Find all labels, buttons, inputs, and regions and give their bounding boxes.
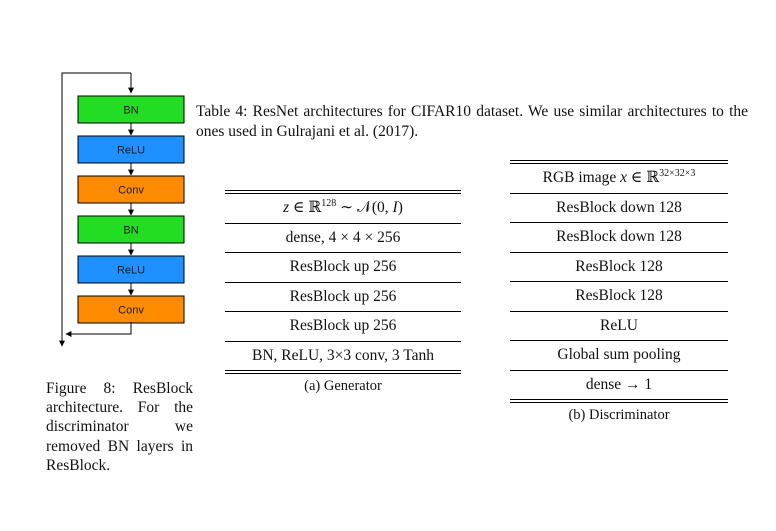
discriminator-caption: (b) Discriminator	[568, 407, 670, 423]
header-rule	[225, 222, 461, 224]
generator-table: z ∈ ℝ128 ∼ 𝒩(0, I) dense, 4 × 4 × 256 Res…	[225, 190, 461, 395]
discriminator-row: ReLU	[600, 316, 638, 334]
output-merge-line	[65, 322, 132, 337]
row-rule	[510, 222, 728, 223]
discriminator-row: Global sum pooling	[557, 346, 681, 363]
top-rule	[510, 160, 728, 164]
row-rule	[225, 281, 461, 283]
row-rule	[510, 369, 728, 371]
layer-label: BN	[123, 105, 138, 117]
layer-box	[77, 135, 185, 164]
discriminator-row: ResBlock down 128	[556, 198, 682, 216]
resblock-diagram: BN ReLU Conv BN ReLU Conv	[59, 72, 185, 347]
resblock-layer-relu: ReLU	[77, 135, 185, 164]
generator-row: ResBlock up 256	[289, 258, 397, 275]
resblock-layer-conv: Conv	[77, 295, 185, 324]
layer-box	[77, 95, 185, 124]
generator-row: ResBlock up 256	[289, 317, 397, 334]
generator-caption: (a) Generator	[304, 378, 382, 394]
discriminator-row: dense → 1	[585, 375, 653, 393]
layer-label: ReLU	[117, 145, 145, 157]
row-rule	[510, 281, 728, 282]
row-rule	[225, 311, 461, 312]
resblock-layer-bn: BN	[77, 95, 185, 124]
table-caption: Table 4: ResNet architectures for CIFAR1…	[196, 102, 748, 141]
layer-box	[77, 175, 185, 204]
generator-row: ResBlock up 256	[289, 287, 397, 305]
generator-header: z ∈ ℝ128 ∼ 𝒩(0, I)	[283, 198, 403, 217]
row-rule	[510, 340, 728, 341]
layer-box	[77, 215, 185, 244]
row-rule	[510, 310, 728, 312]
resblock-layer-relu: ReLU	[77, 255, 185, 284]
figure-caption: Figure 8: ResBlock architecture. For the…	[46, 379, 193, 475]
row-rule	[225, 340, 461, 342]
header-rule	[510, 192, 728, 194]
resblock-layer-conv: Conv	[77, 175, 185, 204]
bottom-rule	[225, 370, 461, 374]
row-rule	[510, 251, 728, 253]
discriminator-row: ResBlock 128	[575, 257, 663, 275]
discriminator-row: ResBlock down 128	[556, 228, 682, 245]
layer-label: Conv	[118, 305, 144, 317]
layer-box	[77, 255, 185, 284]
layer-label: Conv	[118, 185, 144, 197]
discriminator-table: RGB image x ∈ ℝ32×32×3 ResBlock down 128…	[510, 160, 728, 424]
top-rule	[225, 190, 461, 194]
layer-label: ReLU	[117, 265, 145, 277]
table-caption-label: Table 4:	[196, 103, 248, 120]
discriminator-header: RGB image x ∈ ℝ32×32×3	[542, 168, 696, 187]
resblock-layer-bn: BN	[77, 215, 185, 244]
row-rule	[225, 252, 461, 253]
generator-row: dense, 4 × 4 × 256	[285, 228, 401, 246]
discriminator-row: ResBlock 128	[575, 287, 663, 304]
skip-connection	[59, 72, 131, 347]
table-caption-text: ResNet architectures for CIFAR10 dataset…	[196, 103, 749, 140]
bottom-rule	[510, 399, 728, 403]
figure-caption-text: ResBlock architecture. For the discrimin…	[46, 380, 193, 474]
figure-caption-label: Figure 8:	[46, 380, 116, 397]
layer-box	[77, 295, 185, 324]
generator-row: BN, ReLU, 3×3 conv, 3 Tanh	[251, 346, 434, 364]
layer-label: BN	[123, 225, 138, 237]
